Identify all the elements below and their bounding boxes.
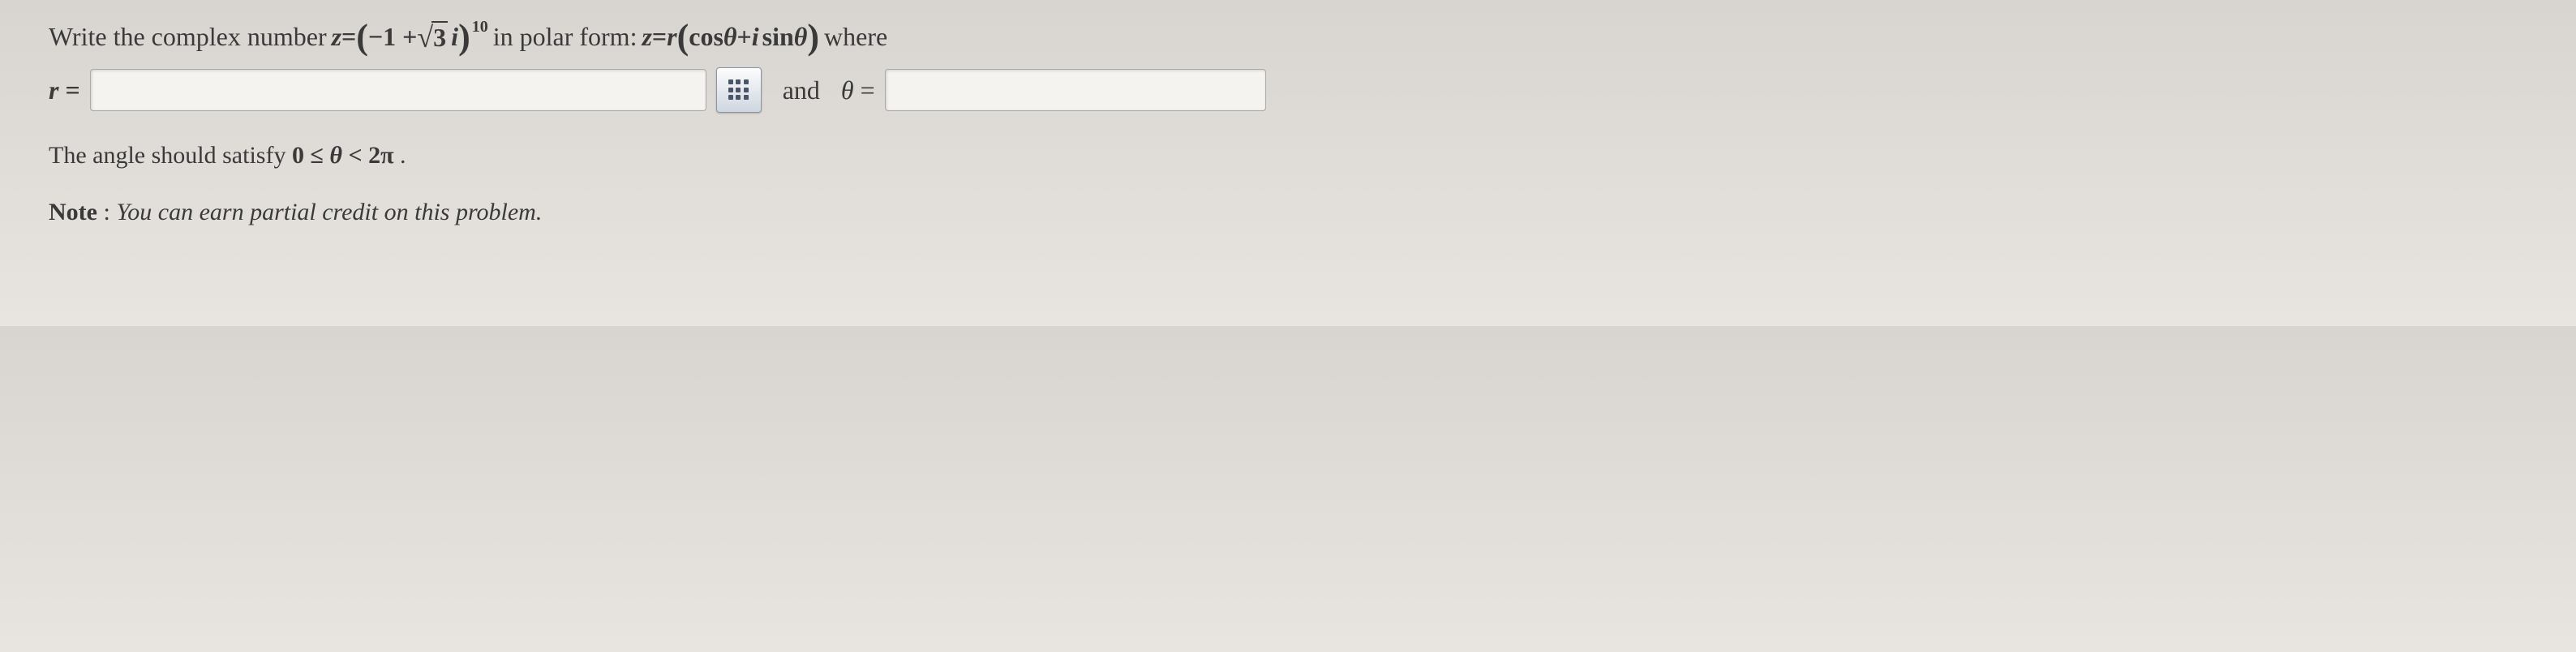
plus-sign: + [737,22,752,52]
note-line: Note : You can earn partial credit on th… [49,199,2544,226]
constraint-period: . [400,142,406,169]
le-sign: ≤ [310,142,329,169]
exponent-10: 10 [472,18,488,36]
theta-label: θ [841,75,854,105]
theta-2: θ [794,22,808,52]
where-text: where [824,22,887,52]
sin-text: sin [762,22,794,52]
constraint-prefix: The angle should satisfy [49,142,292,169]
theta-equals: = [861,75,875,105]
var-r: r [667,22,676,52]
r-label: r = [49,75,80,105]
note-text: You can earn partial credit on this prob… [116,199,542,225]
keypad-button[interactable] [716,67,762,113]
and-text: and [783,75,820,105]
question-mid: in polar form: [493,22,638,52]
note-colon: : [103,199,116,225]
theta-1: θ [723,22,737,52]
lt-sign: < [349,142,369,169]
r-input[interactable] [90,69,706,111]
constraint-line: The angle should satisfy 0 ≤ θ < 2π . [49,142,2544,169]
var-z-2: z [642,22,651,52]
equals-1: = [341,22,356,52]
two-pi: 2π [368,142,400,169]
question-prefix: Write the complex number [49,22,327,52]
expression-z: z = ( −1 + √ 3 i ) 10 [332,16,488,58]
theta-label-wrap: θ = [841,75,875,105]
right-paren-2: ) [807,16,819,58]
r-equals: = [65,75,79,105]
r-var-label: r [49,75,58,105]
sqrt-expression: √ 3 [417,20,448,54]
zero: 0 [292,142,304,169]
var-z: z [332,22,341,52]
var-i-1: i [451,22,458,52]
twopi-text: 2π [368,142,393,169]
right-paren-1: ) [458,16,470,58]
var-i-2: i [752,22,759,52]
minus-one: −1 + [368,22,417,52]
left-paren-1: ( [356,16,368,58]
constraint-expr: 0 ≤ θ < 2π [292,142,400,169]
question-line-1: Write the complex number z = ( −1 + √ 3 … [49,16,2544,58]
cos-text: cos [689,22,723,52]
sqrt-value: 3 [431,21,448,53]
equals-2: = [652,22,667,52]
theta-constraint: θ [329,142,342,169]
left-paren-2: ( [677,16,689,58]
note-label: Note [49,199,97,225]
theta-input[interactable] [885,69,1266,111]
input-row: r = and θ = [49,67,2544,113]
polar-form: z = r ( cos θ + i sin θ ) [642,16,819,58]
keypad-icon [728,79,749,101]
